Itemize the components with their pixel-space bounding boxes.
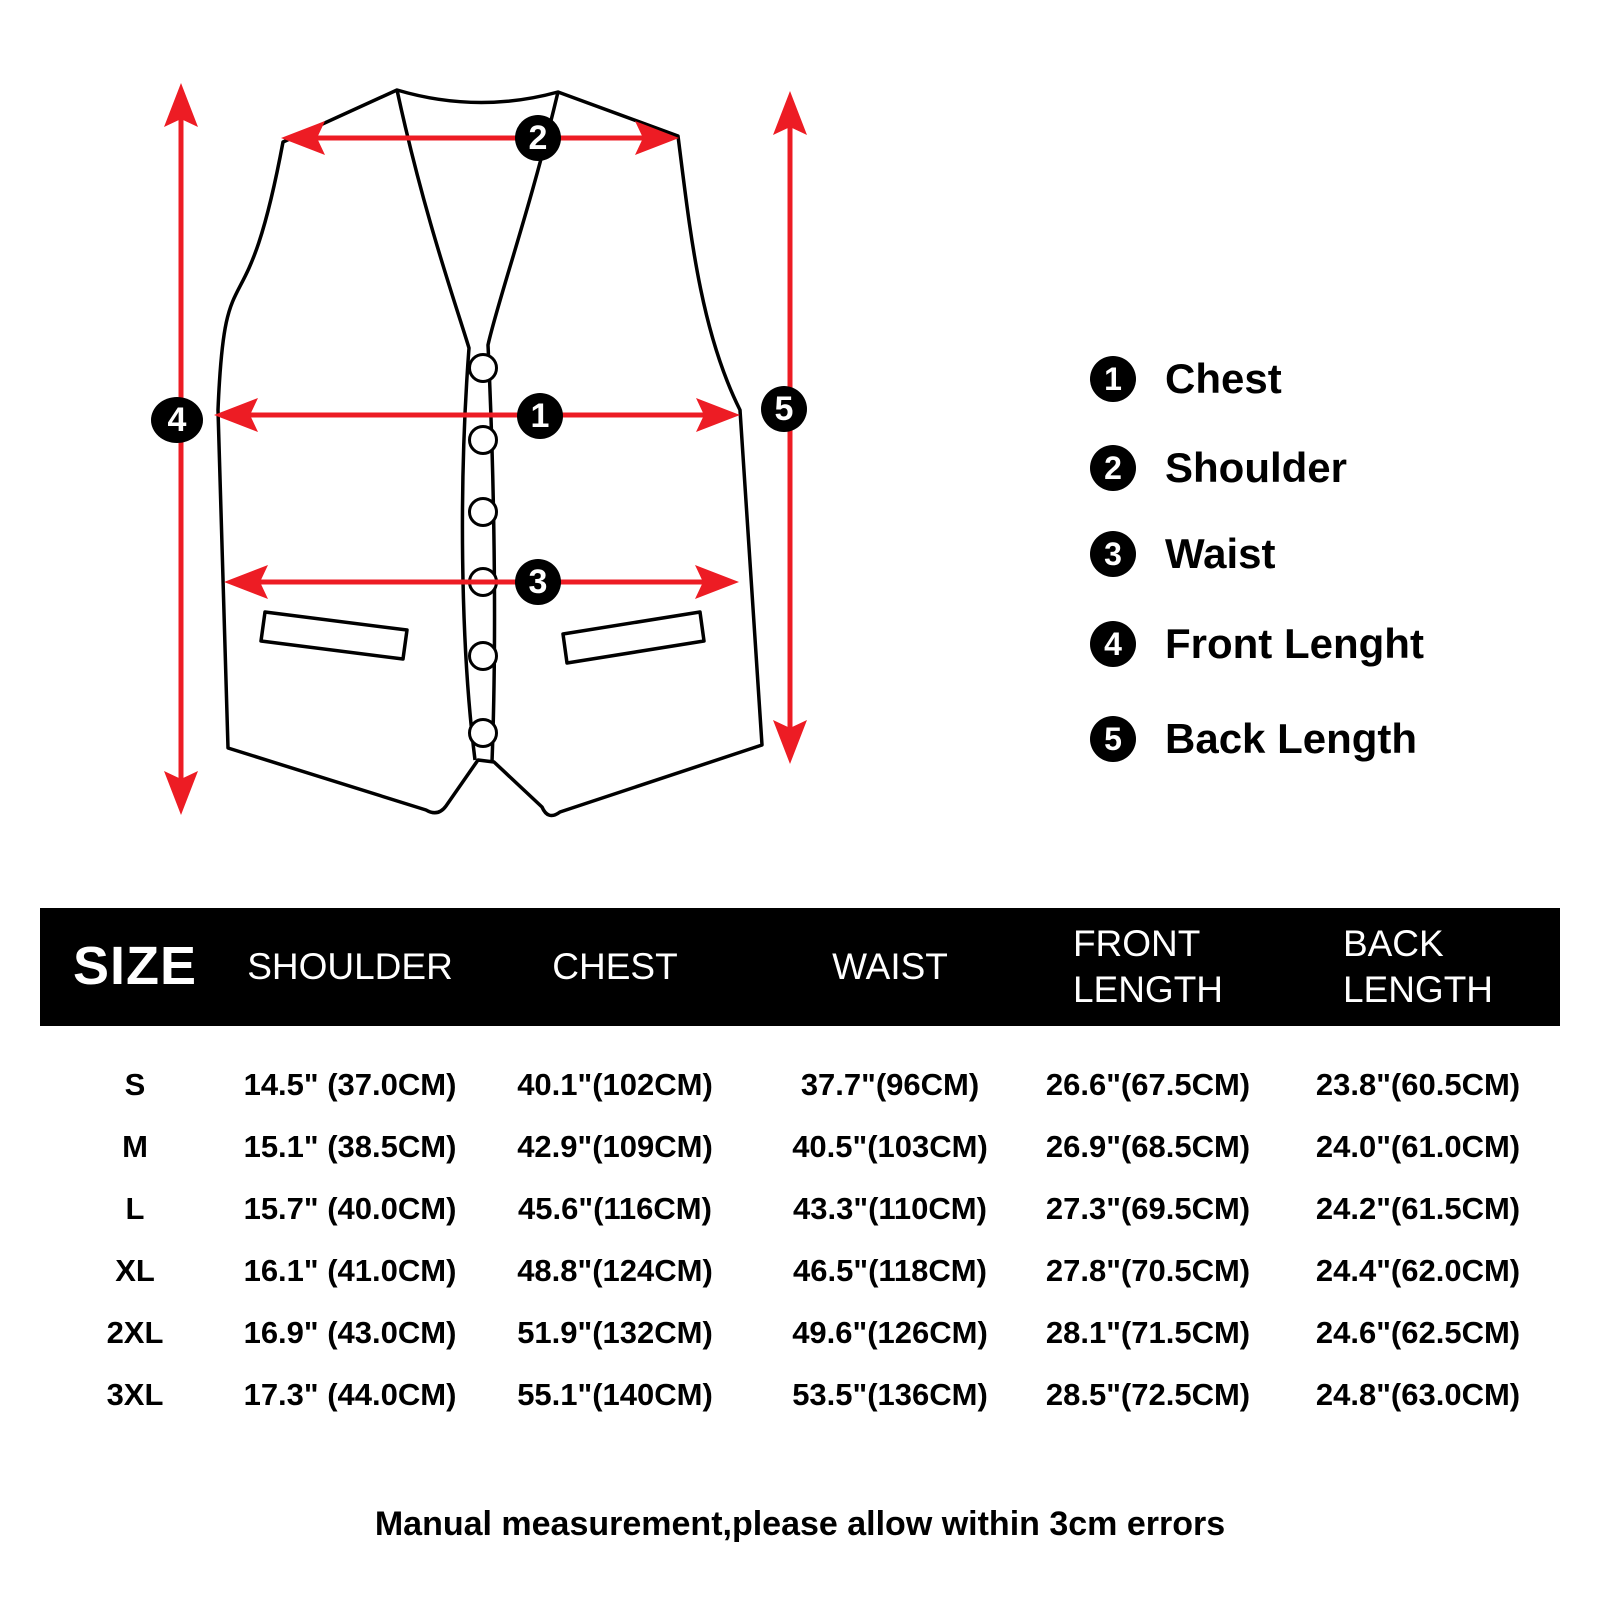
header-size: SIZE: [72, 936, 198, 997]
callout-badge-chest: 1: [517, 393, 563, 439]
legend-item-front-length: 4 Front Lenght: [1090, 620, 1424, 668]
legend-label: Chest: [1165, 355, 1282, 402]
back-length-cell: 24.0"(61.0CM): [1315, 1129, 1521, 1164]
size-cell: S: [124, 1067, 146, 1102]
chest-cell: 45.6"(116CM): [518, 1191, 712, 1226]
back-length-cell: 23.8"(60.5CM): [1315, 1067, 1521, 1102]
chest-arrow: [214, 398, 740, 432]
size-cell: L: [125, 1191, 145, 1226]
shoulder-cell: 16.1" (41.0CM): [243, 1253, 457, 1288]
vest-outline: [216, 88, 764, 818]
front-length-cell: 27.8"(70.5CM): [1045, 1253, 1251, 1288]
legend-number-icon: 5: [1090, 716, 1136, 762]
shoulder-arrow: [281, 121, 679, 155]
legend-item-back-length: 5 Back Length: [1090, 715, 1417, 763]
waist-cell: 46.5"(118CM): [793, 1253, 987, 1288]
table-row-xl: XL 16.1" (41.0CM) 48.8"(124CM) 46.5"(118…: [40, 1240, 1560, 1302]
chest-cell: 55.1"(140CM): [517, 1377, 713, 1412]
header-back-length: BACK LENGTH: [1342, 922, 1494, 1010]
table-row-s: S 14.5" (37.0CM) 40.1"(102CM) 37.7"(96CM…: [40, 1054, 1560, 1116]
vest-buttons: [468, 353, 498, 748]
waist-cell: 40.5"(103CM): [792, 1129, 988, 1164]
front-length-cell: 26.9"(68.5CM): [1045, 1129, 1251, 1164]
callout-badge-front-length: 4: [151, 397, 203, 443]
table-row-2xl: 2XL 16.9" (43.0CM) 51.9"(132CM) 49.6"(12…: [40, 1302, 1560, 1364]
legend-number-icon: 3: [1090, 531, 1136, 577]
size-cell: 3XL: [106, 1377, 164, 1412]
legend-number-icon: 1: [1090, 356, 1136, 402]
back-length-cell: 24.2"(61.5CM): [1315, 1191, 1521, 1226]
legend-label: Waist: [1165, 530, 1276, 577]
legend-number-icon: 2: [1090, 445, 1136, 491]
legend-item-chest: 1 Chest: [1090, 355, 1282, 403]
vest-measurement-diagram: [164, 83, 807, 818]
header-waist: WAIST: [832, 945, 948, 987]
chest-cell: 48.8"(124CM): [517, 1253, 713, 1288]
legend-label: Back Length: [1165, 715, 1418, 762]
callout-badge-shoulder: 2: [515, 115, 561, 161]
front-length-cell: 27.3"(69.5CM): [1045, 1191, 1251, 1226]
table-row-3xl: 3XL 17.3" (44.0CM) 55.1"(140CM) 53.5"(13…: [40, 1364, 1560, 1426]
shoulder-cell: 15.7" (40.0CM): [243, 1191, 457, 1226]
legend-label: Shoulder: [1165, 444, 1348, 491]
callout-badge-waist: 3: [515, 559, 561, 605]
size-table-header: SIZE SHOULDER CHEST WAIST FRONT LENGTH B…: [40, 908, 1560, 1026]
legend-item-waist: 3 Waist: [1090, 530, 1275, 578]
size-cell: 2XL: [106, 1315, 164, 1350]
size-table: SIZE SHOULDER CHEST WAIST FRONT LENGTH B…: [40, 908, 1560, 1426]
legend-item-shoulder: 2 Shoulder: [1090, 444, 1347, 492]
waist-cell: 43.3"(110CM): [793, 1191, 987, 1226]
measurement-tolerance-note: Manual measurement,please allow within 3…: [374, 1505, 1226, 1543]
table-row-l: L 15.7" (40.0CM) 45.6"(116CM) 43.3"(110C…: [40, 1178, 1560, 1240]
waist-arrow: [224, 565, 739, 599]
front-length-cell: 28.1"(71.5CM): [1045, 1315, 1251, 1350]
header-front-length: FRONT LENGTH: [1072, 922, 1224, 1010]
chest-cell: 51.9"(132CM): [517, 1315, 713, 1350]
vest-pocket-right: [561, 610, 706, 665]
size-cell: XL: [115, 1253, 155, 1288]
header-chest: CHEST: [552, 945, 678, 987]
legend-number-icon: 4: [1090, 621, 1136, 667]
back-length-cell: 24.6"(62.5CM): [1315, 1315, 1521, 1350]
back-length-cell: 24.4"(62.0CM): [1315, 1253, 1521, 1288]
waist-cell: 37.7"(96CM): [800, 1067, 980, 1102]
waist-cell: 53.5"(136CM): [792, 1377, 988, 1412]
shoulder-cell: 16.9" (43.0CM): [243, 1315, 457, 1350]
header-shoulder: SHOULDER: [247, 945, 453, 987]
front-length-arrow: [164, 83, 198, 815]
vest-pocket-left: [259, 610, 409, 661]
callout-badge-back-length: 5: [761, 386, 807, 432]
shoulder-cell: 17.3" (44.0CM): [243, 1377, 457, 1412]
back-length-cell: 24.8"(63.0CM): [1315, 1377, 1521, 1412]
front-length-cell: 26.6"(67.5CM): [1045, 1067, 1251, 1102]
vest-front-edge-left: [395, 89, 477, 761]
table-row-m: M 15.1" (38.5CM) 42.9"(109CM) 40.5"(103C…: [40, 1116, 1560, 1178]
size-cell: M: [122, 1129, 148, 1164]
shoulder-cell: 14.5" (37.0CM): [243, 1067, 457, 1102]
chest-cell: 40.1"(102CM): [517, 1067, 713, 1102]
waist-cell: 49.6"(126CM): [792, 1315, 988, 1350]
front-length-cell: 28.5"(72.5CM): [1045, 1377, 1251, 1412]
shoulder-cell: 15.1" (38.5CM): [243, 1129, 457, 1164]
legend-label: Front Lenght: [1165, 620, 1424, 667]
chest-cell: 42.9"(109CM): [517, 1129, 713, 1164]
size-table-body: S 14.5" (37.0CM) 40.1"(102CM) 37.7"(96CM…: [40, 1054, 1560, 1426]
